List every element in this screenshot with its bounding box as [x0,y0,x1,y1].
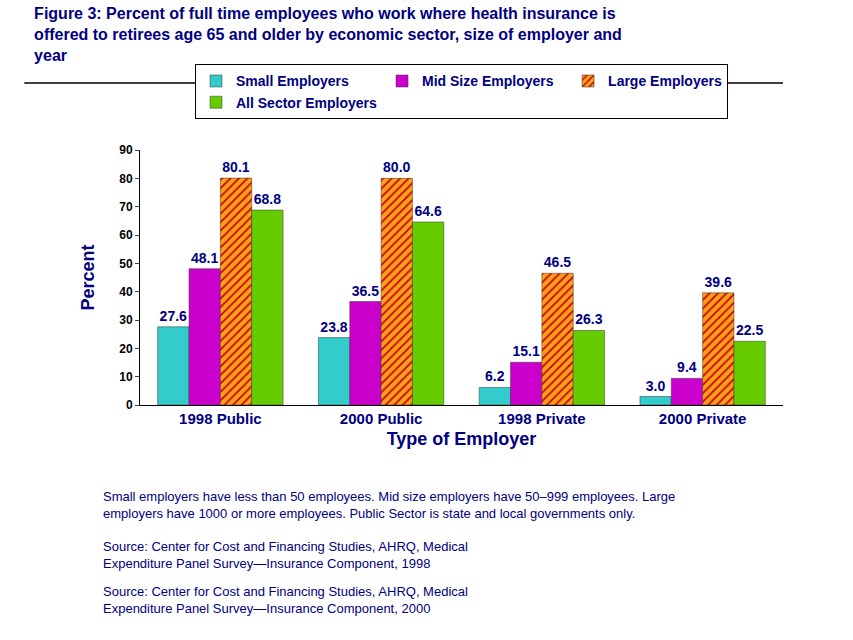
svg-text:1998 Private: 1998 Private [498,410,586,427]
svg-text:Mid Size Employers: Mid Size Employers [422,73,554,89]
svg-text:36.5: 36.5 [352,283,379,299]
svg-text:46.5: 46.5 [544,254,571,270]
svg-text:20: 20 [119,342,133,356]
svg-text:1998 Public: 1998 Public [179,410,262,427]
svg-text:60: 60 [119,228,133,242]
svg-text:Large Employers: Large Employers [608,73,722,89]
svg-text:3.0: 3.0 [646,378,666,394]
svg-text:2000 Public: 2000 Public [340,410,423,427]
svg-text:40: 40 [119,285,133,299]
svg-text:64.6: 64.6 [414,203,441,219]
svg-text:39.6: 39.6 [705,274,732,290]
svg-text:80.0: 80.0 [383,159,410,175]
svg-text:90: 90 [119,143,133,157]
svg-text:0: 0 [126,398,133,412]
svg-text:All Sector Employers: All Sector Employers [236,95,377,111]
svg-text:Figure 3: Percent of full time: Figure 3: Percent of full time employees… [34,5,622,64]
svg-text:Small employers have less than: Small employers have less than 50 employ… [103,489,675,521]
svg-text:6.2: 6.2 [485,368,505,384]
svg-text:Small Employers: Small Employers [236,73,349,89]
svg-text:70: 70 [119,200,133,214]
svg-text:30: 30 [119,313,133,327]
svg-text:Type of Employer: Type of Employer [387,429,537,449]
svg-text:Percent: Percent [78,244,98,310]
svg-text:50: 50 [119,257,133,271]
svg-text:15.1: 15.1 [512,343,539,359]
svg-text:27.6: 27.6 [160,308,187,324]
svg-text:23.8: 23.8 [320,319,347,335]
svg-text:9.4: 9.4 [677,359,697,375]
svg-text:Source: Center for Cost and Fi: Source: Center for Cost and Financing St… [103,584,468,616]
svg-text:2000 Private: 2000 Private [659,410,747,427]
svg-text:80: 80 [119,172,133,186]
svg-text:10: 10 [119,370,133,384]
svg-text:Source: Center for Cost and Fi: Source: Center for Cost and Financing St… [103,539,468,571]
svg-text:26.3: 26.3 [575,311,602,327]
svg-text:48.1: 48.1 [191,250,218,266]
svg-text:22.5: 22.5 [736,322,763,338]
svg-text:80.1: 80.1 [222,159,249,175]
svg-text:68.8: 68.8 [254,191,281,207]
